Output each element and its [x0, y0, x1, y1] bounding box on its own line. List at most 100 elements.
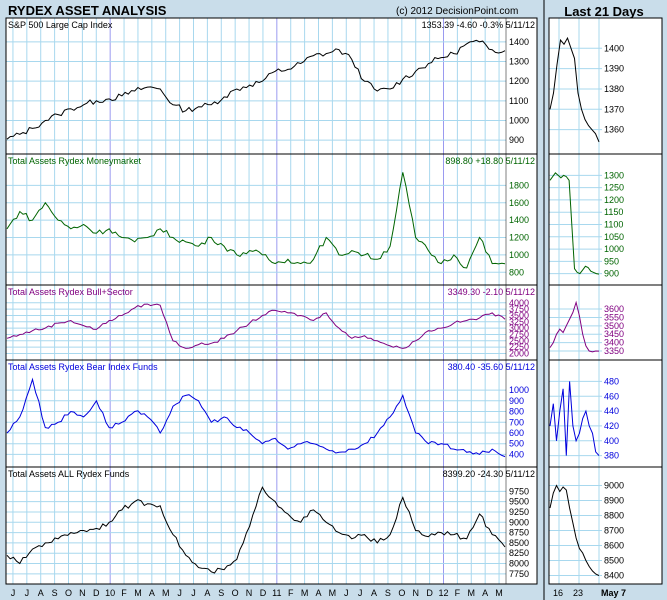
month-tick-label: F — [455, 588, 461, 598]
y-tick-label: 1200 — [509, 233, 529, 243]
y-tick-label: 500 — [509, 439, 524, 449]
month-tick-label: D — [93, 588, 100, 598]
panel-title: Total Assets Rydex Bear Index Funds — [8, 362, 158, 372]
panel-readout: 1353.39 -4.60 -0.3% 5/11/12 — [422, 20, 535, 30]
side-y-tick-label: 8500 — [604, 556, 624, 566]
month-tick-label: J — [25, 588, 30, 598]
side-y-tick-label: 3350 — [604, 346, 624, 356]
y-tick-label: 9000 — [509, 517, 529, 527]
month-tick-label: O — [232, 588, 239, 598]
side-y-tick-label: 1250 — [604, 183, 624, 193]
month-tick-label: S — [218, 588, 224, 598]
y-tick-label: 8500 — [509, 538, 529, 548]
y-tick-label: 9250 — [509, 507, 529, 517]
side-series-line — [549, 172, 600, 275]
side-y-tick-label: 8600 — [604, 541, 624, 551]
month-tick-label: A — [371, 588, 377, 598]
y-tick-label: 2750 — [509, 329, 529, 339]
side-y-tick-label: 1150 — [604, 207, 623, 217]
main-chart-frame — [5, 17, 538, 585]
side-tick-label: 16 — [553, 588, 563, 598]
y-tick-label: 1800 — [509, 180, 529, 190]
series-line — [6, 486, 506, 574]
y-tick-label: 2500 — [509, 336, 529, 346]
side-y-tick-label: 1370 — [604, 104, 624, 114]
month-tick-label: N — [246, 588, 253, 598]
y-tick-label: 9500 — [509, 497, 529, 507]
month-tick-label: 10 — [105, 588, 115, 598]
y-tick-label: 8250 — [509, 548, 529, 558]
month-tick-label: S — [385, 588, 391, 598]
month-tick-label: J — [191, 588, 196, 598]
month-tick-label: J — [177, 588, 182, 598]
side-series-line — [549, 36, 600, 143]
y-tick-label: 8000 — [509, 559, 529, 569]
series-line — [6, 377, 506, 458]
month-tick-label: A — [204, 588, 210, 598]
month-tick-label: J — [344, 588, 349, 598]
y-tick-label: 1400 — [509, 37, 529, 47]
y-tick-label: 900 — [509, 135, 524, 145]
side-y-tick-label: 8800 — [604, 511, 624, 521]
y-tick-label: 1600 — [509, 198, 529, 208]
side-y-tick-label: 3600 — [604, 304, 624, 314]
side-y-tick-label: 950 — [604, 256, 619, 266]
panel-readout: 898.80 +18.80 5/11/12 — [445, 156, 535, 166]
side-y-tick-label: 400 — [604, 436, 619, 446]
side-y-tick-label: 900 — [604, 269, 619, 279]
side-y-tick-label: 1400 — [604, 43, 624, 53]
month-tick-label: J — [358, 588, 363, 598]
y-tick-label: 3000 — [509, 323, 529, 333]
panel-title: Total Assets Rydex Bull+Sector — [8, 287, 133, 297]
side-y-tick-label: 1000 — [604, 244, 624, 254]
main-chart-border — [5, 17, 538, 585]
month-tick-label: N — [412, 588, 419, 598]
side-y-tick-label: 8700 — [604, 526, 624, 536]
y-tick-label: 1400 — [509, 215, 529, 225]
panel-readout: 8399.20 -24.30 5/11/12 — [443, 469, 535, 479]
y-tick-label: 1000 — [509, 116, 529, 126]
y-tick-label: 3750 — [509, 304, 529, 314]
y-tick-label: 7750 — [509, 569, 529, 579]
y-tick-label: 800 — [509, 267, 524, 277]
side-series-line — [549, 484, 600, 577]
side-y-tick-label: 1200 — [604, 195, 624, 205]
side-tick-label: 23 — [573, 588, 583, 598]
side-y-tick-label: 3400 — [604, 338, 624, 348]
month-tick-label: D — [260, 588, 267, 598]
y-tick-label: 800 — [509, 407, 524, 417]
side-y-tick-label: 8900 — [604, 496, 624, 506]
side-tick-label: May 7 — [601, 588, 626, 598]
y-tick-label: 9750 — [509, 486, 529, 496]
side-series-line — [549, 300, 600, 353]
y-tick-label: 1300 — [509, 57, 529, 67]
side-y-tick-label: 420 — [604, 421, 619, 431]
y-tick-label: 400 — [509, 449, 524, 459]
side-y-tick-label: 1100 — [604, 220, 623, 230]
month-tick-label: M — [301, 588, 309, 598]
side-y-tick-label: 3500 — [604, 321, 624, 331]
side-y-tick-label: 1380 — [604, 84, 624, 94]
y-tick-label: 600 — [509, 428, 524, 438]
side-y-tick-label: 480 — [604, 376, 619, 386]
y-tick-label: 900 — [509, 396, 524, 406]
side-y-tick-label: 1300 — [604, 170, 624, 180]
month-tick-label: S — [52, 588, 58, 598]
series-line — [6, 172, 506, 269]
y-tick-label: 1100 — [509, 96, 528, 106]
month-tick-label: F — [288, 588, 294, 598]
side-y-tick-label: 3450 — [604, 329, 624, 339]
panel-readout: 380.40 -35.60 5/11/12 — [448, 362, 535, 372]
side-y-tick-label: 460 — [604, 391, 619, 401]
side-series-line — [549, 381, 600, 456]
y-tick-label: 2000 — [509, 348, 529, 358]
y-tick-label: 3250 — [509, 317, 529, 327]
side-y-tick-label: 1050 — [604, 232, 624, 242]
panel-title: Total Assets Rydex Moneymarket — [8, 156, 142, 166]
month-tick-label: A — [482, 588, 488, 598]
y-tick-label: 1200 — [509, 76, 529, 86]
panel-title: Total Assets ALL Rydex Funds — [8, 469, 130, 479]
month-tick-label: 12 — [438, 588, 448, 598]
y-tick-label: 3500 — [509, 310, 529, 320]
side-chart-border — [548, 17, 663, 585]
